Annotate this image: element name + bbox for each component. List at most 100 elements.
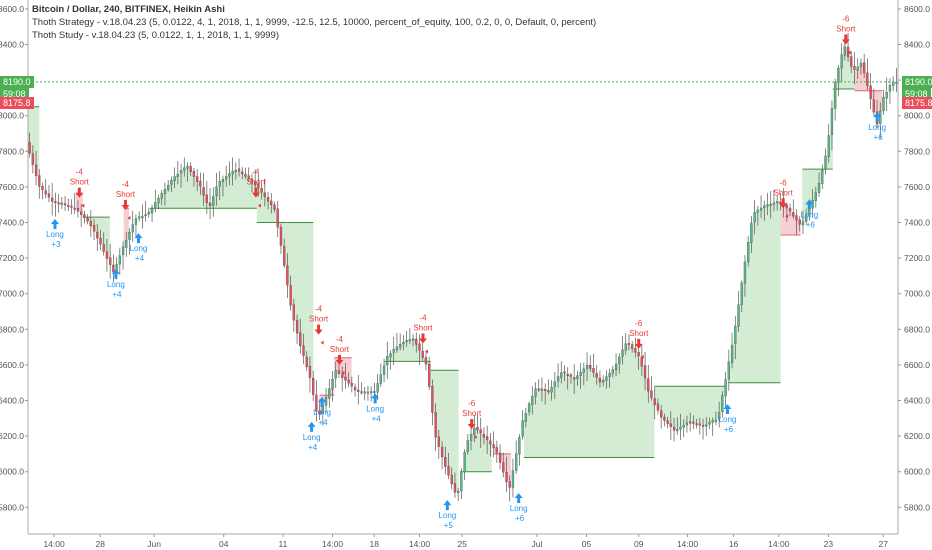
candle-body [434,412,437,438]
stop-fill [523,344,655,458]
right-tick-label: 5800.0 [904,502,930,512]
short-label: Short [116,190,136,199]
right-price-axis[interactable]: 5800.0 6000.0 6200.0 6400.0 6600.0 6800.0 7000… [897,0,930,534]
candle-body [656,403,660,411]
long-arrow-icon [514,493,523,504]
short-label: Short [462,409,482,418]
left-tick-label: 7000.0 [0,289,24,299]
candle-body [611,369,614,374]
short-arrow-icon [335,354,344,365]
candle-body [460,471,463,492]
candle-body [866,72,869,86]
candle-body [67,205,70,207]
candle-body [850,56,853,67]
candle-body [769,203,772,206]
long-qty: +6 [724,425,734,434]
candle-body [721,395,724,413]
right-tick-label: 8400.0 [904,40,930,50]
candle-body [109,257,112,265]
long-label: Long [107,280,125,289]
candle-body [402,342,405,344]
time-tick-label: 14:00 [409,539,431,549]
candle-body [785,204,788,209]
candle-body [315,394,318,412]
candle-body [447,466,450,476]
right-tick-label: 6400.0 [904,396,930,406]
candle-body [395,346,399,351]
candle-body [492,444,495,449]
short-label: Short [246,178,266,187]
candle-body [437,436,440,447]
candle-body [608,372,611,377]
candle-body [821,170,824,184]
candle-body [411,338,415,341]
candle-body [283,246,286,266]
candle-body [708,422,711,425]
candle-body [879,110,882,124]
strategy-legend[interactable]: Thoth Strategy - v.18.04.23 (5, 0.0122, … [32,17,597,28]
candle-body [637,351,640,357]
candle-body [566,373,569,376]
candle-body [138,216,141,219]
long-label: Long [868,123,886,132]
candle-body [370,391,373,394]
candle-body [814,192,817,201]
candle-body [70,205,73,208]
candle-body [556,376,560,382]
candle-body [357,389,360,392]
stop-fill-layer [28,46,883,499]
candle-body [560,372,563,378]
candle-body [440,446,444,458]
right-tick-label: 6800.0 [904,324,930,334]
candle-body [618,356,621,364]
last-price-tag-left: 8190.0 [0,75,34,88]
study-legend[interactable]: Thoth Study - v.18.04.23 (5, 0.0122, 1, … [32,30,279,41]
time-tick-label: 18 [370,539,380,549]
right-tick-label: 7400.0 [904,218,930,228]
candle-body [531,396,534,405]
candle-body [379,374,382,384]
long-label: Long [800,210,818,219]
candle-body [199,180,202,187]
candle-body [337,370,341,375]
right-tick-label: 7600.0 [904,182,930,192]
stop-fill [384,338,431,387]
long-label: Long [510,504,528,513]
long-qty: +3 [51,240,61,249]
time-tick-label: 27 [878,539,888,549]
candle-body [853,66,856,70]
short-qty: -4 [419,314,427,323]
candle-body [218,180,221,187]
candle-body [650,390,653,398]
candle-body [363,391,366,394]
long-label: Long [130,244,148,253]
right-tick-label: 8600.0 [904,4,930,14]
time-tick-label: Jul [532,539,543,549]
candle-body [772,202,776,205]
candle-body [421,350,424,358]
candle-body [776,201,779,204]
symbol-title[interactable]: Bitcoin / Dollar, 240, BITFINEX, Heikin … [32,4,225,15]
right-tick-label: 7200.0 [904,253,930,263]
candle-body [176,173,179,177]
candle-body [505,472,508,483]
candle-body [341,374,344,378]
exit-marker-icon [473,434,477,439]
long-label: Long [313,408,331,417]
short-label: Short [70,178,90,187]
candle-body [888,85,892,92]
left-tick-label: 6600.0 [0,360,24,370]
candle-body [102,244,105,252]
short-qty: -6 [842,15,850,24]
candle-body [31,153,34,165]
time-tick-label: 14:00 [768,539,790,549]
candle-body [134,218,138,225]
right-tick-label: 8000.0 [904,111,930,121]
candle-body [882,96,885,111]
left-tick-label: 5800.0 [0,502,24,512]
exit-marker-icon [257,203,261,208]
time-axis[interactable]: 14:00 28 Jun 04 11 14:00 18 14:00 25 Jul 05 09 14:00… [28,533,898,549]
time-tick-label: 09 [634,539,644,549]
time-tick-label: 16 [729,539,739,549]
